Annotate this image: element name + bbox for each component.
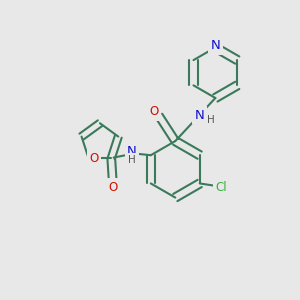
- Text: N: N: [127, 145, 137, 158]
- Text: N: N: [211, 40, 220, 52]
- Text: O: O: [149, 105, 159, 118]
- Text: H: H: [128, 155, 136, 165]
- Text: H: H: [207, 116, 215, 125]
- Text: O: O: [108, 181, 118, 194]
- Text: Cl: Cl: [215, 181, 227, 194]
- Text: N: N: [195, 109, 205, 122]
- Text: O: O: [89, 152, 98, 165]
